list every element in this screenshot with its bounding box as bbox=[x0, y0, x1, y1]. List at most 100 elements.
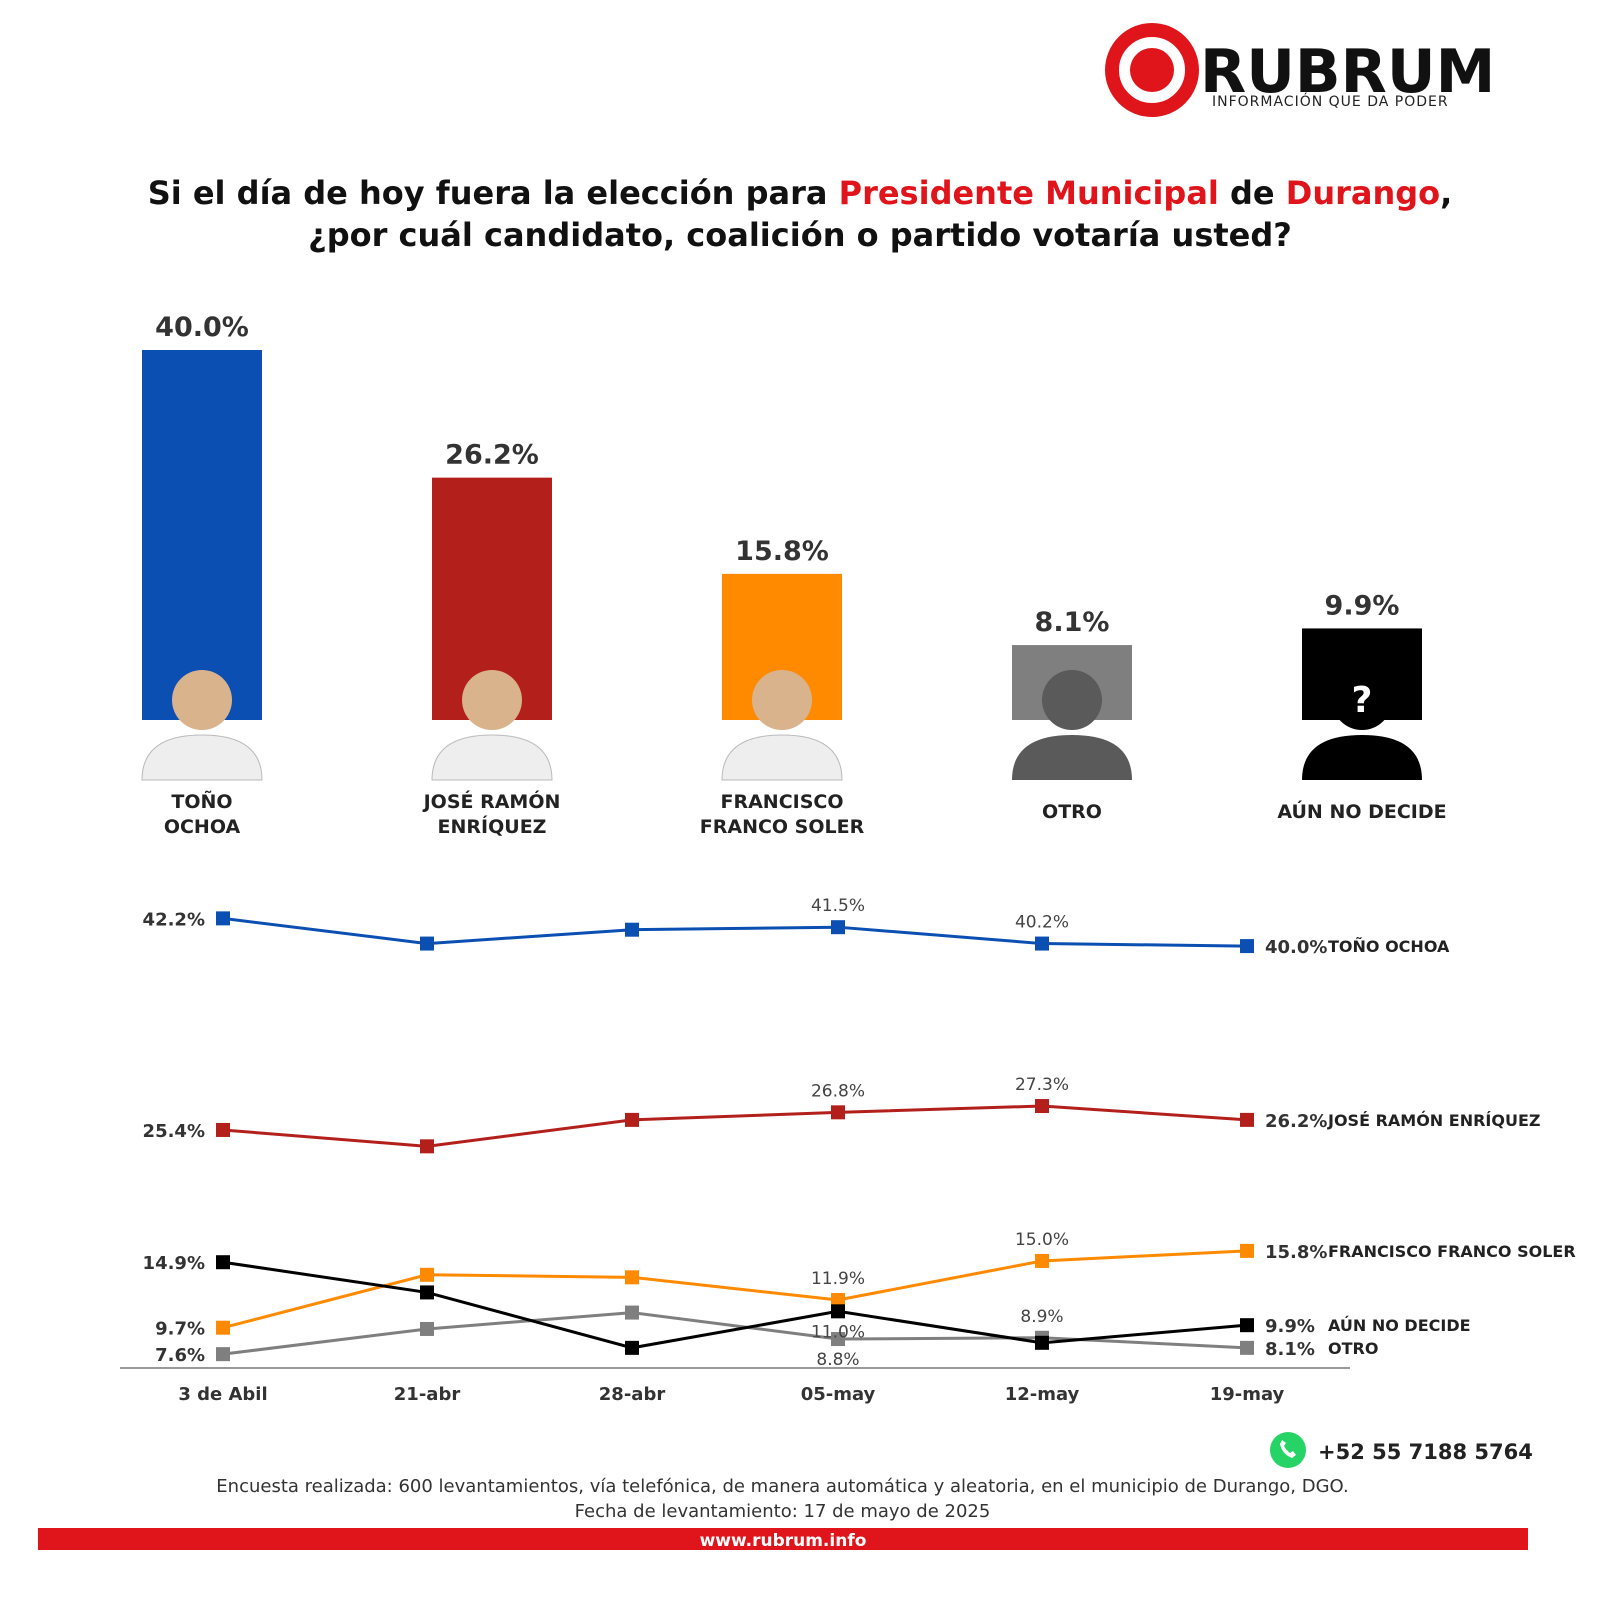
bar-value-label: 40.0% bbox=[155, 312, 249, 343]
point-marker bbox=[831, 1105, 845, 1120]
category-label: AÚN NO DECIDE bbox=[1277, 801, 1447, 823]
question-mark: ? bbox=[1352, 680, 1373, 721]
portrait-head bbox=[1332, 670, 1392, 730]
series-name: OTRO bbox=[1328, 1339, 1378, 1358]
point-marker bbox=[420, 1285, 434, 1300]
x-tick-label: 19-may bbox=[1210, 1384, 1285, 1405]
series-line bbox=[222, 916, 1248, 948]
value-label: 42.2% bbox=[143, 909, 205, 930]
point-marker bbox=[216, 1255, 230, 1270]
title-highlight: Presidente Municipal bbox=[838, 174, 1219, 212]
series-name: FRANCISCO FRANCO SOLER bbox=[1328, 1242, 1576, 1261]
portrait-head bbox=[172, 670, 232, 730]
series-line bbox=[222, 1104, 1248, 1148]
title-part: Si el día de hoy fuera la elección para bbox=[147, 174, 839, 212]
point-marker bbox=[1240, 1112, 1254, 1127]
point-marker bbox=[1240, 1243, 1254, 1258]
whatsapp-icon bbox=[1270, 1432, 1306, 1468]
value-label: 9.7% bbox=[155, 1319, 205, 1340]
value-label: 7.6% bbox=[155, 1345, 205, 1366]
footer-bar bbox=[38, 1528, 1528, 1550]
value-label: 9.9% bbox=[1265, 1316, 1315, 1337]
logo-dot bbox=[1130, 48, 1174, 92]
point-marker bbox=[831, 920, 845, 935]
value-label: 25.4% bbox=[143, 1121, 205, 1142]
point-marker bbox=[216, 1122, 230, 1137]
series-line bbox=[222, 1260, 1248, 1350]
value-label: 11.9% bbox=[811, 1269, 865, 1289]
portrait-head bbox=[752, 670, 812, 730]
point-marker bbox=[420, 936, 434, 951]
title-highlight: Durango bbox=[1285, 174, 1441, 212]
logo-tagline: INFORMACIÓN QUE DA PODER bbox=[1212, 92, 1449, 110]
title-part: de bbox=[1218, 174, 1286, 212]
survey-note: Encuesta realizada: 600 levantamientos, … bbox=[216, 1476, 1349, 1497]
line-chart: 3 de Abil 21-abr 28-abr 05-may 12-may 19-may 4… bbox=[120, 896, 1576, 1405]
point-marker bbox=[625, 1305, 639, 1320]
x-tick-label: 3 de Abil bbox=[178, 1384, 267, 1405]
title-line-1: Si el día de hoy fuera la elección para … bbox=[60, 172, 1540, 214]
x-tick-label: 05-may bbox=[801, 1384, 876, 1405]
point-marker bbox=[216, 1320, 230, 1335]
point-marker bbox=[831, 1332, 845, 1347]
bar-value-label: 9.9% bbox=[1325, 590, 1400, 621]
point-marker bbox=[1035, 1099, 1049, 1114]
value-label: 26.8% bbox=[811, 1081, 865, 1101]
value-label: 11.0% bbox=[811, 1322, 865, 1342]
logo: RUBRUM INFORMACIÓN QUE DA PODER bbox=[1105, 23, 1495, 117]
point-marker bbox=[831, 1304, 845, 1319]
point-marker bbox=[625, 1340, 639, 1355]
title-line-2: ¿por cuál candidato, coalición o partido… bbox=[308, 216, 1292, 254]
portrait-body bbox=[1012, 735, 1132, 780]
point-marker bbox=[625, 1112, 639, 1127]
portrait-head bbox=[462, 670, 522, 730]
series-name: AÚN NO DECIDE bbox=[1328, 1316, 1471, 1335]
bar-value-label: 26.2% bbox=[445, 440, 539, 471]
title-part: , bbox=[1440, 174, 1453, 212]
whatsapp-phone bbox=[1280, 1440, 1296, 1458]
x-tick-label: 28-abr bbox=[599, 1384, 666, 1405]
point-marker bbox=[1035, 1253, 1049, 1268]
value-label: 41.5% bbox=[811, 896, 865, 916]
series-line bbox=[222, 1311, 1248, 1356]
portrait-body bbox=[141, 734, 263, 781]
series-name: TOÑO OCHOA bbox=[1328, 937, 1450, 956]
category-label: FRANCISCO FRANCO SOLER bbox=[699, 791, 865, 838]
value-label: 15.0% bbox=[1015, 1230, 1069, 1250]
series-name: JOSÉ RAMÓN ENRÍQUEZ bbox=[1327, 1111, 1540, 1130]
value-label: 26.2% bbox=[1265, 1111, 1327, 1132]
value-label: 40.2% bbox=[1015, 913, 1069, 933]
value-label: 40.0% bbox=[1265, 937, 1327, 958]
point-marker bbox=[625, 1270, 639, 1285]
phone: +52 55 7188 5764 bbox=[1318, 1440, 1533, 1464]
point-marker bbox=[1035, 936, 1049, 951]
survey-date: Fecha de levantamiento: 17 de mayo de 20… bbox=[574, 1501, 991, 1522]
point-marker bbox=[216, 911, 230, 926]
portrait-body bbox=[1302, 735, 1422, 780]
whatsapp-circle bbox=[1270, 1432, 1306, 1468]
value-label: 14.9% bbox=[143, 1253, 205, 1274]
logo-text: RUBRUM bbox=[1200, 37, 1495, 107]
category-label: JOSÉ RAMÓN ENRÍQUEZ bbox=[423, 791, 561, 838]
point-marker bbox=[831, 1292, 845, 1307]
point-marker bbox=[1035, 1335, 1049, 1350]
point-marker bbox=[420, 1321, 434, 1336]
logo-ring bbox=[1105, 23, 1199, 117]
category-label: TOÑO OCHOA bbox=[163, 791, 241, 838]
value-label: 8.9% bbox=[1020, 1307, 1063, 1327]
point-marker bbox=[216, 1347, 230, 1362]
point-marker bbox=[1240, 1340, 1254, 1355]
x-tick-label: 21-abr bbox=[394, 1384, 461, 1405]
url: www.rubrum.info bbox=[700, 1531, 867, 1551]
point-marker bbox=[420, 1139, 434, 1154]
value-label: 15.8% bbox=[1265, 1242, 1327, 1263]
x-tick-label: 12-may bbox=[1005, 1384, 1080, 1405]
bar-value-label: 8.1% bbox=[1035, 607, 1110, 638]
bar-chart: 40.0% 26.2% 15.8% 8.1% 9.9%? bbox=[141, 312, 1422, 781]
value-label: 8.8% bbox=[816, 1350, 859, 1370]
portrait-head bbox=[1042, 670, 1102, 730]
point-marker bbox=[1240, 939, 1254, 954]
portrait-body bbox=[721, 734, 843, 781]
series-line bbox=[222, 1249, 1248, 1330]
